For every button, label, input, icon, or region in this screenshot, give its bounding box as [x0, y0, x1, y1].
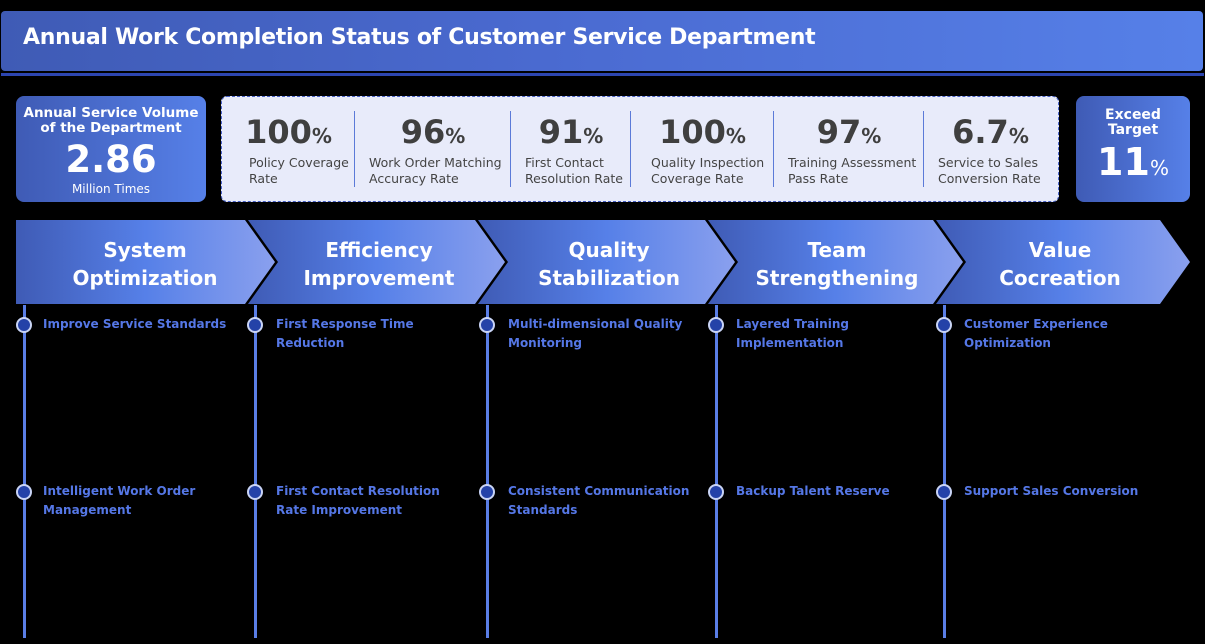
metric-label: Service to Sales Conversion Rate: [938, 155, 1041, 186]
timeline-line: [486, 305, 489, 638]
metric-label: Policy Coverage Rate: [249, 155, 349, 186]
metric-value: 6.7%: [952, 113, 1029, 151]
metric-label: First Contact Resolution Rate: [525, 155, 623, 186]
metric-label: Training Assessment Pass Rate: [788, 155, 917, 186]
timeline-node-icon: [479, 317, 495, 333]
timeline-line: [715, 305, 718, 638]
metric-policy-coverage: 100% Policy Coverage Rate: [222, 97, 355, 201]
task-item: Consistent Communication Standards: [508, 484, 690, 517]
stage-title-system-optimization: System Optimization: [72, 238, 218, 290]
stage-title-value-cocreation: Value Cocreation: [999, 238, 1121, 290]
metric-quality-inspection: 100% Quality Inspection Coverage Rate: [631, 97, 774, 201]
task-item: Backup Talent Reserve: [736, 484, 890, 498]
task-item: First Contact Resolution Rate Improvemen…: [276, 484, 440, 517]
task-item: Layered Training Implementation: [736, 317, 849, 350]
task-item: Support Sales Conversion: [964, 484, 1139, 498]
metric-divider: [353, 111, 355, 187]
metric-divider: [922, 111, 924, 187]
timeline-node-icon: [247, 317, 263, 333]
exceed-target-value: 11%: [1097, 140, 1169, 184]
stage-arrow-1: [16, 220, 275, 304]
stage-arrow-2: [248, 220, 505, 304]
exceed-target-card: Exceed Target 11%: [1076, 96, 1190, 202]
metric-work-order-accuracy: 96% Work Order Matching Accuracy Rate: [355, 97, 511, 201]
timeline-node-icon: [16, 484, 32, 500]
timeline-node-icon: [708, 317, 724, 333]
stage-arrows: [16, 220, 1190, 304]
metric-divider: [509, 111, 511, 187]
metric-sales-conversion: 6.7% Service to Sales Conversion Rate: [924, 97, 1057, 201]
stage-title-efficiency-improvement: Efficiency Improvement: [303, 238, 455, 290]
title-underline: [1, 73, 1204, 76]
metric-training-pass: 97% Training Assessment Pass Rate: [774, 97, 924, 201]
task-item: Improve Service Standards: [43, 317, 227, 331]
metric-value: 96%: [400, 113, 466, 151]
task-item: First Response Time Reduction: [276, 317, 414, 350]
timeline-node-icon: [479, 484, 495, 500]
service-volume-label: Annual Service Volume of the Department: [23, 105, 199, 136]
metric-label: Quality Inspection Coverage Rate: [651, 155, 765, 186]
timeline-node-icon: [16, 317, 32, 333]
stage-arrow-3: [478, 220, 735, 304]
service-volume-unit: Million Times: [71, 182, 151, 196]
timeline-line: [23, 305, 26, 638]
timeline-node-icon: [936, 317, 952, 333]
task-item: Customer Experience Optimization: [964, 317, 1108, 350]
metric-label: Work Order Matching Accuracy Rate: [369, 155, 502, 186]
stage-arrow-4: [708, 220, 963, 304]
stage-title-team-strengthening: Team Strengthening: [755, 238, 919, 290]
metric-value: 97%: [816, 113, 882, 151]
title-bar: Annual Work Completion Status of Custome…: [1, 11, 1203, 71]
timeline-node-icon: [708, 484, 724, 500]
timeline-node-icon: [936, 484, 952, 500]
timeline-line: [254, 305, 257, 638]
task-item: Multi-dimensional Quality Monitoring: [508, 317, 683, 350]
metric-value: 100%: [245, 113, 332, 151]
metric-value: 100%: [659, 113, 746, 151]
page-title: Annual Work Completion Status of Custome…: [23, 25, 816, 50]
service-volume-card: Annual Service Volume of the Department …: [16, 96, 206, 202]
task-item: Intelligent Work Order Management: [43, 484, 196, 517]
timeline-node-icon: [247, 484, 263, 500]
metrics-panel: 100% Policy Coverage Rate 96% Work Order …: [221, 96, 1059, 202]
metric-first-contact-resolution: 91% First Contact Resolution Rate: [511, 97, 631, 201]
timeline-line: [943, 305, 946, 638]
stage-arrow-5: [936, 220, 1190, 304]
metric-value: 91%: [538, 113, 604, 151]
service-volume-value: 2.86: [65, 138, 157, 181]
stage-title-quality-stabilization: Quality Stabilization: [538, 238, 680, 290]
exceed-target-label: Exceed Target: [1105, 107, 1161, 138]
metric-divider: [629, 111, 631, 187]
metric-divider: [772, 111, 774, 187]
